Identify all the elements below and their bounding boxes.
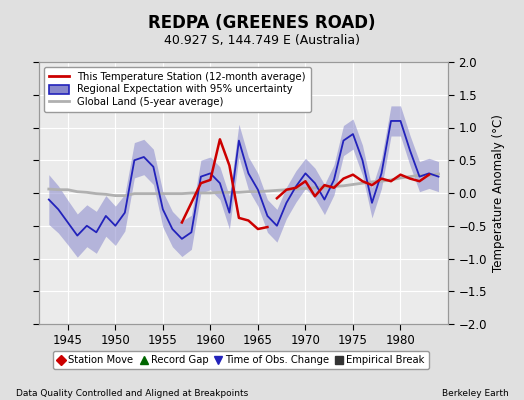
Legend: Station Move, Record Gap, Time of Obs. Change, Empirical Break: Station Move, Record Gap, Time of Obs. C…	[53, 351, 429, 369]
Text: Berkeley Earth: Berkeley Earth	[442, 389, 508, 398]
Text: Data Quality Controlled and Aligned at Breakpoints: Data Quality Controlled and Aligned at B…	[16, 389, 248, 398]
Legend: This Temperature Station (12-month average), Regional Expectation with 95% uncer: This Temperature Station (12-month avera…	[45, 67, 311, 112]
Y-axis label: Temperature Anomaly (°C): Temperature Anomaly (°C)	[493, 114, 506, 272]
Text: 40.927 S, 144.749 E (Australia): 40.927 S, 144.749 E (Australia)	[164, 34, 360, 47]
Text: REDPA (GREENES ROAD): REDPA (GREENES ROAD)	[148, 14, 376, 32]
